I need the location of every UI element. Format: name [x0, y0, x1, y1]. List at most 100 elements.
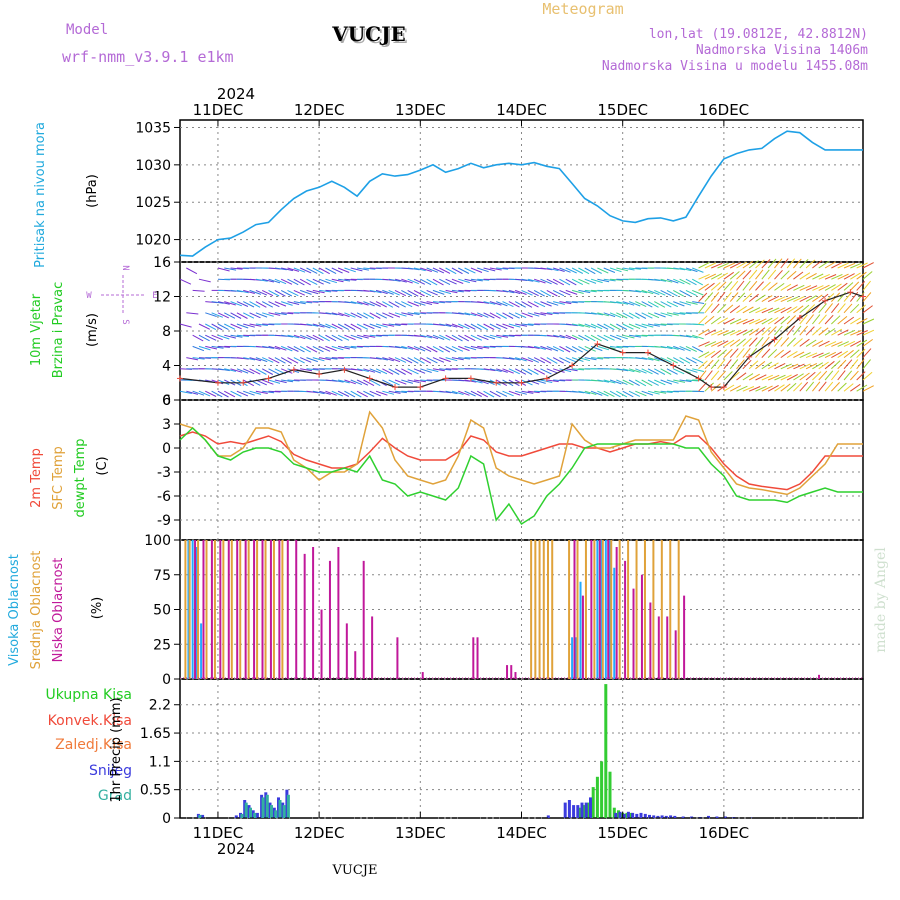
wind-barb-1266 [843, 329, 856, 336]
wind-barb-1214 [818, 284, 830, 291]
wind-barb-640 [514, 312, 527, 319]
wind-barb-1000 [704, 303, 713, 314]
wind-barb-1272 [850, 262, 862, 269]
wind-barb-359 [363, 390, 375, 397]
wind-barb-1200 [812, 260, 823, 269]
wind-barb-518 [451, 289, 464, 293]
wind-barb-293 [331, 323, 343, 330]
wind-barb-72 [217, 267, 230, 272]
wind-barb-407 [388, 390, 401, 394]
wind-barb-892 [647, 312, 660, 319]
wind-barb-504 [445, 267, 457, 275]
wind-barb-1243 [831, 341, 843, 347]
wind-barb-37 [198, 278, 211, 283]
wind-barb-527 [451, 390, 464, 395]
wind-barb-335 [350, 390, 362, 398]
wind-barb-387 [382, 301, 394, 308]
wind-barb-979 [692, 345, 704, 353]
wind-barb-1008 [711, 262, 723, 269]
wind-barb-1181 [799, 314, 808, 325]
wind-barb-708 [552, 267, 565, 272]
wind-barb-1224 [824, 261, 836, 269]
wind-barb-294 [331, 334, 343, 342]
wind-barb-1182 [799, 325, 808, 336]
wind-barb-523 [451, 345, 464, 352]
wind-barb-1250 [837, 282, 848, 291]
wind-barb-671 [527, 390, 540, 394]
wind-barb-1113 [761, 361, 773, 370]
wind-barb-1005 [704, 359, 714, 370]
wind-barb-432 [407, 267, 420, 271]
wind-barb-1252 [837, 303, 846, 314]
wind-barb-840 [622, 267, 635, 271]
wind-barb-1238 [831, 283, 842, 291]
wind-barb-1253 [837, 316, 848, 325]
wind-barb-143 [249, 390, 262, 395]
wind-barb-869 [635, 323, 647, 329]
wind-barb-583 [483, 345, 496, 348]
wind-barb-1083 [748, 293, 759, 302]
wind-barb-228 [299, 267, 312, 274]
wind-barb-767 [578, 390, 591, 395]
wind-barb-468 [426, 267, 439, 273]
wind-barb-430 [401, 379, 414, 384]
wind-barb-149 [255, 323, 268, 326]
mid-cloud-legend: Srednja Oblacnost [29, 551, 44, 670]
wind-barb-1128 [774, 258, 783, 269]
wind-barb-1046 [729, 280, 739, 291]
wind-barb-99 [230, 301, 242, 307]
wind-barb-1259 [837, 382, 847, 392]
wind-barb-1155 [786, 296, 799, 303]
wind-barb-76 [217, 312, 230, 319]
wind-barb-1106 [761, 281, 771, 291]
wind-barb-1132 [774, 307, 786, 314]
wind-barb-905 [654, 323, 667, 326]
wind-barb-580 [483, 312, 495, 319]
wind-barb-753 [572, 368, 585, 371]
wind-barb-401 [388, 323, 401, 326]
wind-barb-415 [394, 345, 407, 349]
wind-barb-78 [217, 334, 230, 340]
wind-barb-575 [476, 390, 489, 398]
wind-barb-1161 [786, 363, 799, 370]
wind-barb-1026 [717, 330, 729, 336]
wind-barb-938 [673, 289, 685, 297]
wind-barb-1029 [717, 359, 726, 370]
wind-barb-700 [546, 312, 559, 315]
wind-barb-727 [559, 345, 571, 353]
wind-barb-1028 [717, 349, 727, 358]
wind-barb-424 [401, 312, 414, 316]
wind-barb-1276 [849, 303, 860, 314]
wind-barb-299 [331, 390, 343, 397]
wind-barb-1283 [850, 383, 861, 392]
wind-barb-399 [388, 301, 400, 308]
wind-barb-26 [192, 289, 205, 292]
wind-barb-350 [363, 289, 376, 293]
wind-barb-609 [496, 368, 508, 373]
wind-barb-1091 [748, 386, 761, 392]
wind-barb-579 [483, 301, 496, 305]
wind-barb-1135 [774, 336, 783, 347]
cloud-unit: (%) [90, 597, 105, 620]
wind-barb-212 [287, 357, 299, 364]
wind-barb-67 [211, 345, 224, 349]
wind-barb-249 [306, 368, 319, 371]
wind-barb-1037 [723, 317, 735, 325]
precip-bar-1-35 [664, 815, 668, 818]
wind-barb-240 [306, 267, 318, 274]
wind-barb-981 [692, 368, 705, 372]
wind-barb-937 [673, 278, 685, 285]
precip-bar-1-42 [715, 816, 719, 818]
wind-barb-301 [338, 278, 351, 282]
precip-bar-1-32 [652, 815, 656, 818]
wind-barb-1074 [742, 328, 754, 336]
wind-barb-235 [299, 345, 311, 353]
compass-w: W [86, 291, 92, 301]
wind-barb-236 [299, 357, 312, 363]
wind-barb-1125 [767, 362, 779, 370]
wind-barb-696 [546, 267, 559, 272]
wind-barb-752 [571, 357, 584, 362]
wind-barb-140 [249, 357, 262, 362]
wind-barb-1126 [767, 374, 780, 381]
wind-barb-735 [565, 301, 578, 304]
